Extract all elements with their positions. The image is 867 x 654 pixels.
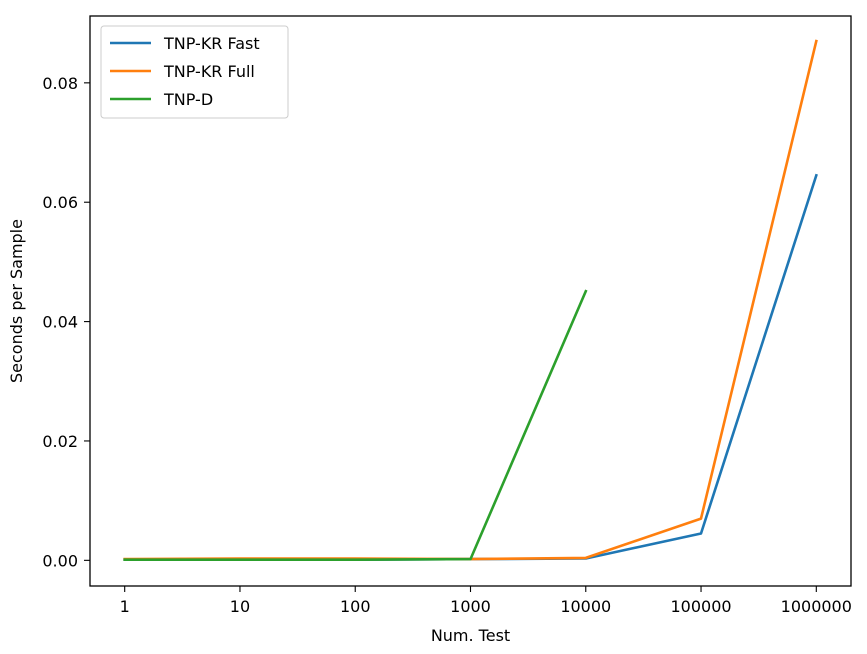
legend-label: TNP-KR Full [163,62,255,81]
x-axis-label: Num. Test [431,626,510,645]
y-tick-label: 0.06 [42,193,78,212]
y-axis-ticks: 0.00 0.02 0.04 0.06 0.08 [42,74,90,570]
y-tick-label: 0.04 [42,313,78,332]
y-tick-label: 0.00 [42,551,78,570]
x-axis-ticks: 1 10 100 1000 10000 100000 1000000 [120,586,852,616]
x-tick-label: 10 [230,597,250,616]
x-tick-label: 1000 [450,597,491,616]
legend-label: TNP-KR Fast [163,34,260,53]
x-tick-label: 10000 [560,597,611,616]
y-tick-label: 0.02 [42,432,78,451]
plot-lines [123,39,818,562]
legend-label: TNP-D [163,90,213,109]
y-axis-label: Seconds per Sample [7,219,26,383]
series-line-tnp-d [123,289,588,562]
series-line-tnp-kr-full [123,39,818,561]
x-tick-label: 1000000 [781,597,852,616]
legend-box [100,25,289,119]
series-line-tnp-kr-fast [123,173,818,562]
legend: TNP-KR Fast TNP-KR Full TNP-D [100,25,289,119]
y-tick-label: 0.08 [42,74,78,93]
x-tick-label: 100000 [670,597,731,616]
x-tick-label: 1 [120,597,130,616]
x-tick-label: 100 [340,597,371,616]
